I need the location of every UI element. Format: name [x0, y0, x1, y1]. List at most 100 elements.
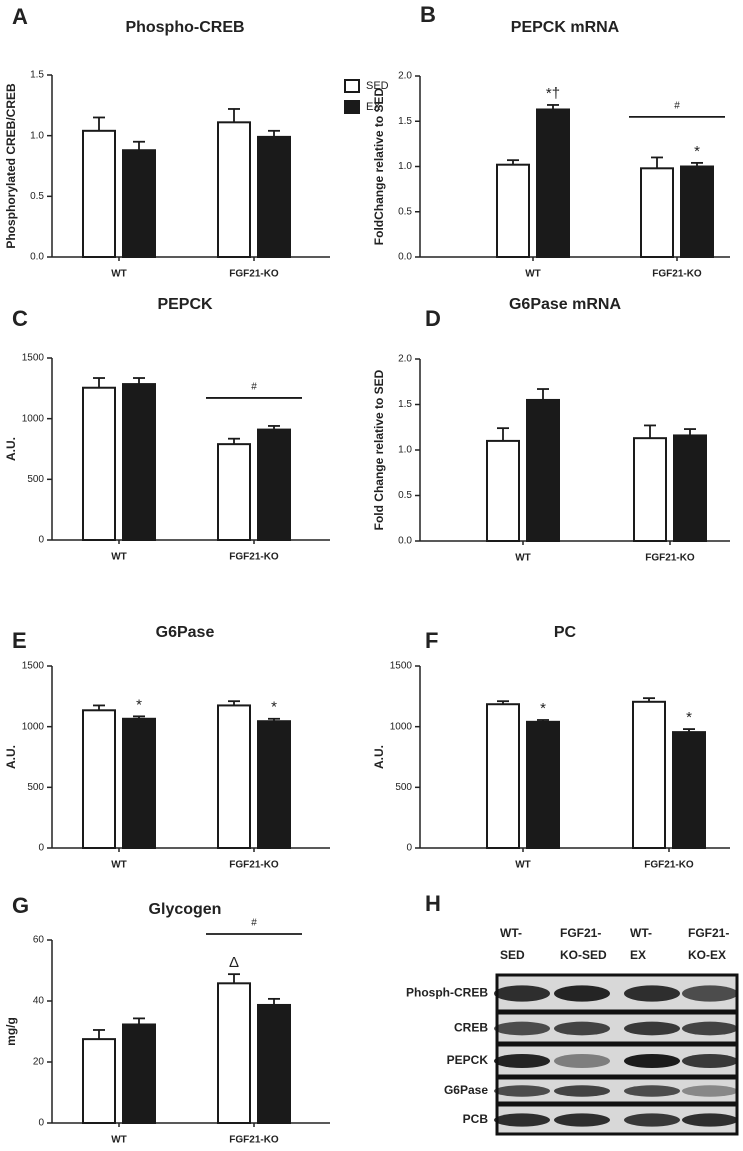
lane-label: WT- [630, 926, 652, 940]
y-tick-label: 1500 [22, 353, 45, 364]
y-tick-label: 0.0 [398, 252, 412, 263]
lane-label: EX [630, 948, 646, 962]
bar [486, 439, 520, 542]
chart-title: Glycogen [149, 901, 222, 918]
lane-label: WT- [500, 926, 522, 940]
bar [82, 129, 116, 259]
chart-title: Phospho-CREB [125, 19, 244, 36]
bar [633, 437, 667, 543]
x-tick-label: WT [111, 552, 127, 563]
y-tick-label: 60 [33, 935, 45, 946]
y-axis-label: Phosphorylated CREB/CREB [4, 83, 18, 249]
legend-label: EX [366, 101, 381, 113]
y-tick-label: 0.5 [30, 191, 44, 202]
blot-band [494, 1113, 550, 1127]
panel-letter: E [12, 628, 27, 653]
lane-label: KO-SED [560, 948, 607, 962]
blot-band [624, 1053, 680, 1069]
bar [486, 703, 520, 849]
x-tick-label: WT [111, 860, 127, 871]
significance-mark: * [271, 699, 277, 716]
row-label: PCB [463, 1112, 489, 1126]
lane-label: FGF21- [688, 926, 729, 940]
y-tick-label: 1500 [390, 661, 413, 672]
panel-letter: C [12, 306, 28, 331]
x-tick-label: WT [111, 1135, 127, 1146]
significance-mark: * [694, 143, 700, 160]
x-tick-label: FGF21-KO [229, 269, 279, 280]
y-tick-label: 1.5 [398, 116, 412, 127]
x-tick-label: WT [111, 269, 127, 280]
panel: C PEPCK A.U. 0 500 1000 1500 WT FGF21-KO # [4, 296, 330, 563]
blot-band [682, 1053, 738, 1069]
x-tick-label: WT [515, 553, 531, 564]
blot-band [494, 1053, 550, 1069]
y-tick-label: 1000 [22, 413, 45, 424]
y-tick-label: 0 [38, 843, 44, 854]
bracket-label: # [251, 382, 257, 393]
significance-mark: * [540, 700, 546, 717]
y-axis-label: A.U. [372, 745, 386, 769]
x-tick-label: FGF21-KO [229, 1135, 279, 1146]
panel-letter: A [12, 4, 28, 29]
lane-label: FGF21- [560, 926, 601, 940]
y-tick-label: 500 [395, 782, 412, 793]
y-tick-label: 0.5 [398, 490, 412, 501]
blot-band [494, 1021, 550, 1036]
y-axis-label: A.U. [4, 745, 18, 769]
x-tick-label: WT [515, 860, 531, 871]
row-label: PEPCK [447, 1053, 489, 1067]
blot-panel: H WT- SED FGF21- KO-SED WT- EX FGF21- KO-EX Phosp… [406, 891, 739, 1136]
x-tick-label: FGF21-KO [229, 552, 279, 563]
panel-letter: H [425, 891, 441, 916]
bracket-label: # [674, 101, 680, 112]
blot-band [554, 1021, 610, 1036]
y-tick-label: 0.5 [398, 206, 412, 217]
blot-band [682, 985, 738, 1002]
y-tick-label: 40 [33, 996, 45, 1007]
y-tick-label: 0 [38, 535, 44, 546]
bar [640, 167, 674, 258]
blot-band [554, 1113, 610, 1127]
panel: G Glycogen mg/g 0 20 40 60 WT FGF21-KO Δ # [4, 893, 330, 1146]
bar [217, 982, 251, 1124]
row-label: Phosph-CREB [406, 986, 488, 1000]
panel: E G6Pase A.U. 0 500 1000 1500 WT FGF21-KO * * [4, 624, 330, 871]
bar [82, 386, 116, 541]
bar [217, 443, 251, 541]
significance-mark: * [686, 709, 692, 726]
blot-band [554, 1053, 610, 1069]
bar [122, 149, 156, 258]
bar [536, 108, 570, 258]
x-tick-label: FGF21-KO [229, 860, 279, 871]
bar [217, 704, 251, 850]
y-tick-label: 1.5 [398, 399, 412, 410]
y-tick-label: 1.0 [398, 445, 412, 456]
bar [496, 163, 530, 258]
panel-letter: D [425, 306, 441, 331]
bar [257, 135, 291, 259]
x-tick-label: FGF21-KO [652, 269, 702, 280]
bar [82, 1038, 116, 1124]
y-tick-label: 1500 [22, 661, 45, 672]
y-tick-label: 0.0 [30, 252, 44, 263]
lane-label: SED [500, 948, 525, 962]
chart-title: G6Pase mRNA [509, 296, 621, 313]
lane-label: KO-EX [688, 948, 726, 962]
legend-swatch [344, 100, 360, 114]
blot-band [494, 1085, 550, 1097]
chart-title: PEPCK mRNA [511, 19, 620, 36]
panel: B PEPCK mRNA FoldChange relative to SED 0.0… [372, 2, 730, 280]
y-tick-label: 1.0 [398, 161, 412, 172]
blot-band [624, 1113, 680, 1127]
y-tick-label: 20 [33, 1057, 45, 1068]
y-tick-label: 2.0 [398, 71, 412, 82]
bar [257, 428, 291, 541]
bar [680, 165, 714, 258]
legend-swatch [344, 79, 360, 93]
chart-title: G6Pase [156, 624, 215, 641]
bar [632, 700, 666, 849]
chart-title: PC [554, 624, 577, 641]
panel-letter: F [425, 628, 438, 653]
